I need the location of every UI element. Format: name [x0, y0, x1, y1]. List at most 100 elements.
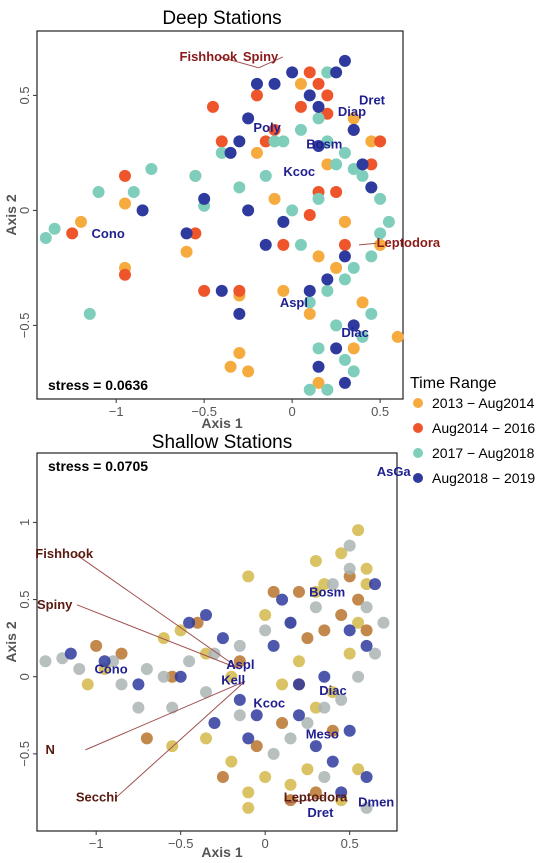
data-point: [309, 701, 322, 714]
data-point: [301, 717, 314, 729]
x-tick-label: 0.5: [341, 836, 359, 851]
x-tick-label: 0.5: [371, 404, 389, 419]
data-point: [242, 570, 255, 583]
data-point: [233, 307, 246, 320]
data-point: [132, 701, 145, 714]
data-point: [303, 383, 316, 396]
data-point: [233, 135, 246, 148]
data-point: [360, 771, 373, 783]
data-point: [312, 360, 325, 373]
data-point: [326, 578, 339, 591]
shallow-stations-panel: Shallow Stations Fishhook Spiny N Secchi Lep…: [3, 432, 411, 860]
data-point: [200, 609, 213, 621]
data-point: [242, 732, 255, 745]
data-point: [330, 158, 343, 171]
data-point: [74, 215, 87, 228]
data-point: [215, 146, 228, 159]
data-point: [321, 135, 334, 148]
data-point: [365, 250, 378, 263]
data-point: [343, 539, 356, 552]
data-point: [284, 616, 297, 629]
data-point: [330, 342, 343, 355]
data-point: [294, 100, 307, 113]
data-point: [157, 632, 170, 645]
data-point: [180, 227, 193, 240]
data-point: [347, 112, 360, 125]
data-point: [335, 609, 348, 621]
data-point: [303, 66, 316, 79]
data-point: [198, 284, 211, 297]
data-point: [277, 284, 290, 297]
data-point: [259, 169, 272, 182]
y-tick-label: 1: [17, 519, 32, 526]
data-point: [309, 555, 322, 567]
data-point: [189, 169, 202, 182]
species-label: Cono: [92, 226, 125, 241]
data-point: [382, 215, 395, 228]
data-point: [233, 639, 246, 652]
env-vectors-layer: [219, 56, 377, 246]
x-tick-label: −0.5: [168, 836, 194, 851]
data-point: [225, 755, 238, 768]
y-axis-ticks: −0.5 0 0.5 1: [17, 519, 37, 767]
data-point: [118, 169, 131, 182]
data-point: [374, 192, 387, 205]
data-point: [48, 222, 61, 235]
data-point: [365, 135, 378, 148]
data-point: [39, 232, 52, 244]
data-point: [312, 342, 325, 355]
legend-swatch: [413, 473, 423, 483]
data-point: [338, 273, 351, 286]
data-point: [64, 647, 77, 660]
data-point: [312, 250, 325, 263]
data-point: [189, 227, 202, 240]
data-point: [321, 158, 334, 171]
species-label: Kell: [221, 672, 245, 687]
data-point: [356, 169, 369, 182]
data-point: [284, 778, 297, 791]
data-point: [115, 678, 128, 691]
data-point: [250, 77, 263, 90]
data-point: [92, 186, 105, 198]
data-point: [259, 771, 272, 783]
data-point: [118, 197, 131, 210]
data-point: [242, 786, 255, 799]
data-point: [242, 801, 255, 814]
data-point: [267, 639, 280, 652]
data-point: [259, 609, 272, 621]
data-point: [335, 786, 348, 799]
data-point: [294, 123, 307, 136]
chart-title: Deep Stations: [162, 8, 281, 29]
legend-swatch: [413, 448, 423, 458]
data-point: [276, 678, 289, 691]
data-point: [312, 77, 325, 90]
data-point: [369, 578, 382, 591]
data-point: [73, 663, 86, 675]
y-axis-ticks: −0.5 0 0.5: [17, 86, 37, 338]
data-point: [312, 112, 325, 125]
env-vector-line: [75, 553, 241, 670]
data-point: [338, 353, 351, 366]
data-point: [267, 747, 280, 760]
data-point: [268, 77, 281, 90]
data-point: [347, 365, 360, 378]
data-point: [303, 89, 316, 102]
x-axis-ticks: −1 −0.5 0 0.5: [109, 399, 389, 419]
data-point: [206, 100, 219, 113]
x-tick-label: −1: [109, 404, 124, 419]
data-point: [115, 647, 128, 660]
data-point: [215, 135, 228, 148]
data-point: [312, 100, 325, 113]
points-layer: [39, 524, 390, 814]
data-point: [343, 724, 356, 737]
data-point: [233, 284, 246, 297]
data-point: [268, 192, 281, 205]
species-label: Aspl: [280, 295, 308, 310]
data-point: [309, 786, 322, 799]
species-label: Dret: [307, 805, 334, 820]
data-point: [268, 135, 281, 148]
data-point: [292, 709, 305, 722]
data-point: [347, 319, 360, 332]
